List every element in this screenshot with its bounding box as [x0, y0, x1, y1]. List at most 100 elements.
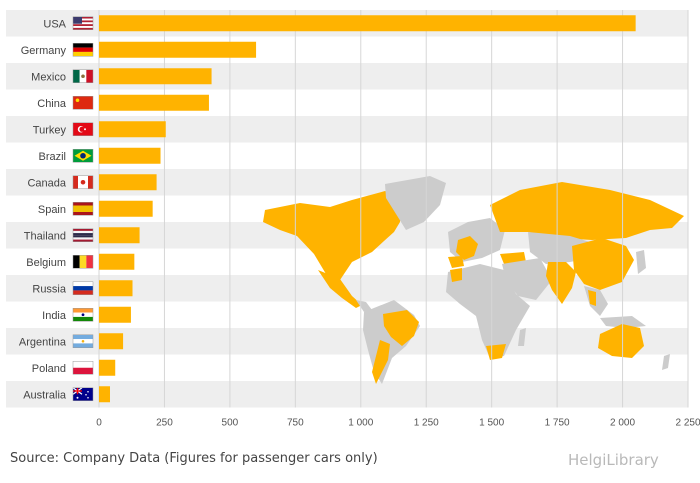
map-thailand — [588, 290, 596, 306]
flag-border — [72, 16, 94, 30]
category-label: Thailand — [24, 230, 66, 242]
flag-part — [73, 20, 93, 23]
flag-part — [75, 98, 80, 103]
spain-flag-icon — [72, 202, 94, 216]
flag-part — [80, 152, 86, 159]
flag-part — [73, 367, 93, 375]
flag-part — [73, 286, 93, 291]
bar-germany — [99, 41, 257, 58]
usa-flag-icon — [72, 16, 94, 30]
flag-part — [73, 390, 82, 392]
flag-part — [73, 230, 93, 234]
flag-part — [76, 396, 79, 399]
flag-part — [73, 69, 80, 83]
bars — [99, 15, 636, 403]
bar-china — [99, 94, 209, 111]
flag-part — [87, 390, 89, 393]
category-label: Germany — [21, 45, 67, 57]
flag-part — [73, 235, 93, 238]
brand-logo: HelgiLibrary — [568, 451, 659, 469]
flag-border — [72, 387, 94, 401]
x-tick-labels: 0 250 500 750 1 000 1 250 1 500 1 750 2 000 2 250 — [96, 418, 700, 429]
x-tick-label: 1 250 — [414, 418, 439, 429]
thailand-flag-icon — [72, 228, 94, 242]
flag-border — [72, 334, 94, 348]
germany-flag-icon — [72, 43, 94, 57]
flag-part — [73, 361, 93, 368]
map-brazil — [383, 310, 419, 346]
bar-turkey — [99, 121, 166, 138]
flag-border — [72, 175, 94, 189]
flag-part — [86, 255, 93, 269]
x-tick-label: 2 250 — [675, 418, 700, 429]
map-south-africa — [486, 344, 506, 360]
map-spain — [448, 256, 464, 268]
flag-part — [87, 396, 89, 399]
category-label: Poland — [32, 363, 66, 375]
flag-part — [73, 51, 93, 57]
category-label: Spain — [38, 204, 66, 216]
world-map — [263, 176, 684, 384]
india-flag-icon — [72, 308, 94, 322]
flag-border — [72, 228, 94, 242]
category-label: Turkey — [33, 124, 67, 136]
map-africa — [446, 264, 530, 358]
flag-part — [73, 233, 93, 236]
category-label: Argentina — [19, 336, 67, 348]
canada-flag-icon — [72, 175, 94, 189]
map-north-america — [263, 191, 405, 280]
flag-part — [86, 69, 93, 83]
flag-part — [85, 393, 87, 396]
argentina-flag-icon — [72, 334, 94, 348]
bar-russia — [99, 280, 133, 297]
flag-part — [81, 339, 85, 343]
flag-part — [79, 126, 85, 132]
bar-usa — [99, 15, 636, 32]
x-tick-label: 1 500 — [479, 418, 504, 429]
category-label: Mexico — [31, 71, 66, 83]
flag-border — [72, 361, 94, 375]
flag-part — [81, 313, 85, 317]
bar-belgium — [99, 253, 135, 270]
russia-flag-icon — [72, 281, 94, 295]
map-madagascar — [518, 328, 526, 346]
bar-mexico — [99, 68, 212, 85]
flag-part — [73, 343, 93, 348]
flag-part — [73, 228, 93, 231]
bar-argentina — [99, 333, 124, 350]
flag-part — [83, 175, 88, 189]
map-turkey — [500, 252, 526, 264]
flag-part — [73, 96, 93, 110]
map-southeast-asia — [584, 286, 646, 328]
flag-part — [88, 175, 93, 189]
flag-part — [73, 26, 93, 28]
flag-part — [80, 179, 86, 185]
map-india — [546, 262, 576, 304]
flag-part — [73, 43, 93, 48]
x-tick-label: 0 — [96, 418, 102, 429]
map-central-america — [318, 270, 362, 308]
flag-part — [73, 316, 93, 322]
map-central-america-grey — [356, 300, 372, 312]
map-japan — [636, 250, 646, 274]
bar-australia — [99, 386, 110, 403]
mexico-flag-icon — [72, 69, 94, 83]
flag-part — [73, 16, 82, 24]
bar-spain — [99, 200, 153, 217]
x-tick-label: 250 — [156, 418, 173, 429]
x-tick-label: 1 000 — [348, 418, 373, 429]
category-label: Canada — [27, 177, 66, 189]
china-flag-icon — [72, 96, 94, 110]
flag-border — [72, 202, 94, 216]
flag-part — [84, 128, 86, 131]
flag-border — [72, 69, 94, 83]
poland-flag-icon — [72, 361, 94, 375]
flag-part — [73, 239, 93, 242]
flag-part — [73, 175, 78, 189]
flag-part — [73, 24, 93, 27]
category-label: Brazil — [38, 151, 66, 163]
flag-icons — [72, 16, 94, 401]
map-new-zealand — [662, 354, 670, 370]
flag-part — [73, 18, 93, 21]
